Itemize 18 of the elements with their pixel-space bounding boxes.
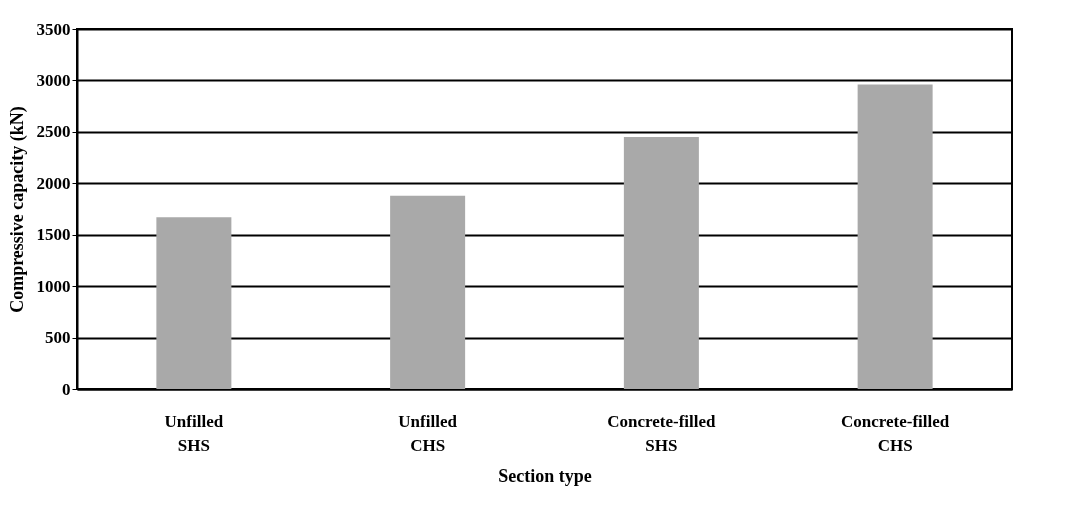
x-tick-label: Unfilled CHS [398, 411, 458, 455]
y-tick-label: 2500 [36, 122, 71, 142]
y-tick-label: 500 [45, 328, 71, 348]
y-tick-label: 0 [62, 379, 71, 399]
bar [156, 217, 232, 389]
y-tick-label: 3500 [36, 19, 71, 39]
bar [623, 137, 699, 389]
bar [857, 84, 933, 389]
y-tick-label: 2000 [36, 173, 71, 193]
y-axis-title: Compressive capacity (kN) [6, 106, 28, 313]
x-tick-label: Concrete-filled CHS [840, 411, 950, 455]
y-tick-label: 1000 [36, 276, 71, 296]
y-tick-label: 3000 [36, 70, 71, 90]
y-tick-label: 1500 [36, 225, 71, 245]
x-tick-label: Concrete-filled SHS [607, 411, 717, 455]
x-tick-label: Unfilled SHS [164, 411, 224, 455]
x-axis-title: Section type [498, 465, 592, 486]
bar [390, 195, 466, 389]
